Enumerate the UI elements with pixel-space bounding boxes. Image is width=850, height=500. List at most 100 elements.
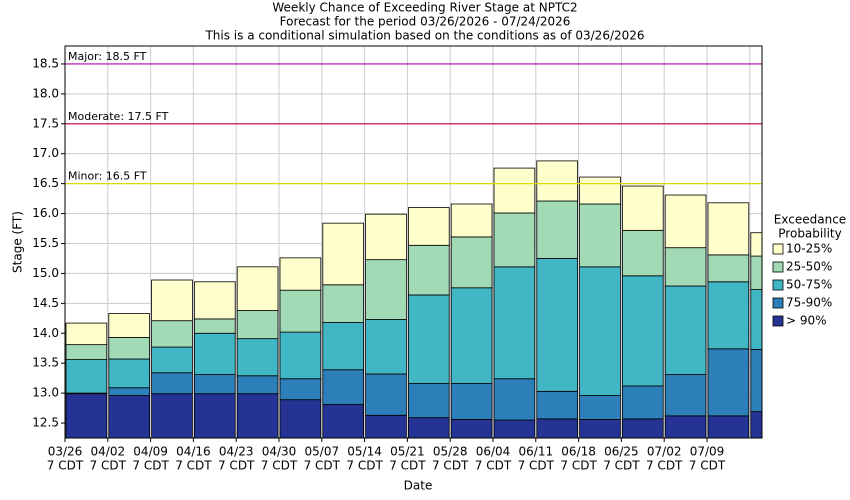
x-tick-label: 04/23: [219, 445, 254, 459]
legend-label: > 90%: [786, 314, 827, 328]
bar-segment: [707, 202, 750, 256]
threshold-label: Major: 18.5 FT: [68, 50, 147, 63]
bar-segment: [108, 395, 151, 438]
bar-segment: [65, 393, 108, 438]
bar-segment: [664, 194, 707, 249]
chart-subtitle: This is a conditional simulation based o…: [204, 29, 644, 43]
y-tick-label: 13.0: [32, 386, 59, 400]
x-tick-label: 06/25: [604, 445, 639, 459]
bar-segment: [151, 372, 193, 395]
x-tick-label: 05/07: [305, 445, 340, 459]
x-axis-label: Date: [404, 479, 433, 493]
bar-segment: [151, 279, 193, 322]
bar-segment: [664, 374, 707, 417]
bar-segment: [579, 419, 621, 438]
y-tick-label: 13.5: [32, 356, 59, 370]
x-tick-sublabel: 7 CDT: [432, 459, 469, 473]
bar-segment: [236, 338, 279, 377]
x-tick-label: 07/02: [647, 445, 682, 459]
bar-segment: [536, 160, 578, 202]
bar-segment: [536, 258, 578, 392]
bar-segment: [493, 378, 536, 421]
x-tick-label: 05/14: [347, 445, 382, 459]
legend-label: 25-50%: [786, 260, 832, 274]
bar-segment: [450, 203, 493, 238]
x-tick-sublabel: 7 CDT: [389, 459, 426, 473]
bar-segment: [151, 320, 193, 348]
bar-segment: [664, 285, 707, 375]
y-tick-label: 18.5: [32, 56, 59, 70]
bar-segment: [193, 318, 236, 334]
bar-segment: [279, 289, 322, 333]
bar-segment: [493, 212, 536, 268]
bar-segment: [108, 337, 151, 360]
x-tick-label: 05/28: [433, 445, 468, 459]
bar-segment: [493, 167, 536, 214]
y-axis-label: Stage (FT): [11, 211, 25, 273]
bar-segment: [707, 348, 750, 417]
x-tick-sublabel: 7 CDT: [304, 459, 341, 473]
bar-segment: [407, 244, 450, 296]
y-tick-label: 14.5: [32, 296, 59, 310]
bar-segment: [236, 393, 279, 438]
bar-segment: [407, 417, 450, 438]
x-tick-sublabel: 7 CDT: [261, 459, 298, 473]
chart-subtitle: Forecast for the period 03/26/2026 - 07/…: [280, 15, 571, 29]
x-tick-sublabel: 7 CDT: [475, 459, 512, 473]
x-tick-sublabel: 7 CDT: [560, 459, 597, 473]
bar-segment: [65, 322, 108, 346]
y-tick-label: 15.0: [32, 266, 59, 280]
bar-segment: [279, 378, 322, 401]
x-tick-label: 04/09: [133, 445, 168, 459]
legend-swatch: [772, 261, 784, 273]
bar-segment: [108, 358, 151, 389]
bar-segment: [407, 294, 450, 384]
x-tick-sublabel: 7 CDT: [646, 459, 683, 473]
x-tick-label: 04/16: [176, 445, 211, 459]
bar-segment: [322, 222, 364, 286]
x-tick-sublabel: 7 CDT: [518, 459, 555, 473]
bar-segment: [579, 266, 621, 396]
x-tick-sublabel: 7 CDT: [218, 459, 255, 473]
bar-segment: [365, 213, 407, 261]
x-tick-label: 06/11: [519, 445, 554, 459]
y-tick-label: 16.5: [32, 176, 59, 190]
bar-segment: [622, 185, 664, 231]
bar-segment: [707, 281, 750, 350]
bar-segment: [279, 399, 322, 438]
bar-segment: [193, 332, 236, 375]
x-tick-label: 07/09: [690, 445, 725, 459]
bar-segment: [536, 418, 578, 438]
x-tick-sublabel: 7 CDT: [175, 459, 212, 473]
bar-segment: [450, 287, 493, 384]
bar-segment: [108, 387, 151, 396]
bar-segment: [65, 359, 108, 394]
bar-segment: [365, 414, 407, 438]
legend-title: Probability: [778, 227, 841, 241]
x-tick-label: 05/21: [390, 445, 425, 459]
x-tick-sublabel: 7 CDT: [346, 459, 383, 473]
y-tick-label: 16.0: [32, 206, 59, 220]
bar-segment: [664, 415, 707, 438]
y-tick-label: 18.0: [32, 86, 59, 100]
y-tick-label: 12.5: [32, 416, 59, 430]
bar-segment: [236, 266, 279, 311]
chart-title: Weekly Chance of Exceeding River Stage a…: [272, 1, 577, 15]
bar-segment: [151, 393, 193, 438]
bar-segment: [750, 349, 762, 413]
bar-segment: [108, 313, 151, 338]
bar-segment: [622, 229, 664, 277]
bar-segment: [750, 289, 762, 350]
x-tick-label: 06/04: [476, 445, 511, 459]
bar-segment: [151, 346, 193, 374]
bar-segment: [750, 232, 762, 257]
legend-title: Exceedance: [774, 213, 846, 227]
plot-frame: [64, 45, 763, 439]
threshold-label: Minor: 16.5 FT: [68, 170, 147, 183]
bar-segment: [365, 259, 407, 320]
bar-segment: [579, 395, 621, 420]
bar-segment: [664, 247, 707, 287]
x-tick-sublabel: 7 CDT: [132, 459, 169, 473]
bar-segment: [407, 207, 450, 246]
